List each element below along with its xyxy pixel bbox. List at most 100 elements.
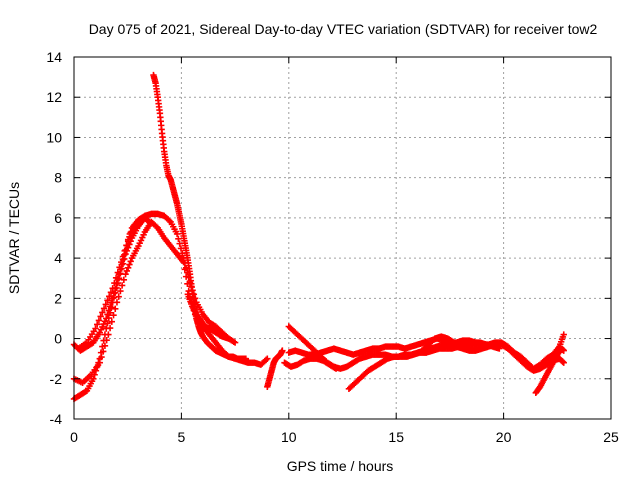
data-point bbox=[110, 312, 117, 319]
data-point bbox=[106, 324, 114, 332]
series-arc-12 bbox=[418, 333, 503, 354]
data-point bbox=[123, 242, 130, 249]
series-arc-6 bbox=[184, 291, 239, 346]
data-point bbox=[118, 258, 125, 266]
data-point bbox=[106, 309, 114, 317]
data-point bbox=[111, 279, 118, 287]
series-arc-11 bbox=[281, 355, 340, 372]
data-point bbox=[102, 301, 109, 308]
data-point bbox=[104, 297, 111, 304]
data-point bbox=[124, 264, 132, 271]
y-tick-label: 12 bbox=[46, 89, 62, 105]
data-point bbox=[107, 289, 115, 296]
x-axis-label: GPS time / hours bbox=[287, 458, 394, 474]
data-point bbox=[114, 269, 122, 276]
data-point bbox=[173, 230, 181, 238]
data-points bbox=[70, 71, 567, 403]
data-point bbox=[175, 235, 182, 243]
data-point bbox=[231, 339, 239, 346]
y-tick-label: 4 bbox=[54, 250, 62, 266]
plot-frame bbox=[73, 56, 612, 420]
data-point bbox=[100, 305, 108, 312]
x-tick-label: 25 bbox=[603, 429, 619, 445]
data-point bbox=[100, 348, 107, 355]
data-point bbox=[496, 345, 503, 352]
chart-title: Day 075 of 2021, Sidereal Day-to-day VTE… bbox=[89, 21, 598, 37]
data-point bbox=[126, 241, 133, 248]
data-point bbox=[90, 375, 97, 382]
data-point bbox=[559, 358, 567, 366]
data-point bbox=[121, 247, 128, 255]
data-point bbox=[104, 320, 111, 327]
x-tick-label: 5 bbox=[178, 429, 186, 445]
series-arc-4 bbox=[75, 218, 142, 352]
data-point bbox=[112, 274, 120, 282]
data-point bbox=[106, 293, 113, 300]
data-point bbox=[332, 365, 340, 372]
data-point bbox=[242, 355, 250, 362]
data-point bbox=[560, 347, 567, 354]
series-arc-7 bbox=[264, 347, 286, 391]
data-point bbox=[110, 294, 118, 301]
data-point bbox=[106, 303, 114, 310]
data-point bbox=[103, 336, 110, 344]
data-point bbox=[108, 304, 115, 311]
data-point bbox=[124, 236, 132, 243]
data-point bbox=[112, 305, 119, 312]
data-point bbox=[264, 355, 271, 362]
y-tick-label: -2 bbox=[50, 371, 63, 387]
data-point bbox=[331, 364, 338, 372]
data-point bbox=[93, 321, 101, 328]
data-point bbox=[117, 287, 124, 295]
data-point bbox=[115, 293, 122, 300]
x-tick-label: 15 bbox=[388, 429, 404, 445]
data-point bbox=[101, 342, 109, 349]
y-tick-label: 6 bbox=[54, 210, 62, 226]
data-point bbox=[166, 217, 173, 224]
data-point bbox=[180, 258, 187, 266]
data-point bbox=[116, 264, 123, 271]
data-point bbox=[123, 267, 131, 275]
data-point bbox=[560, 331, 567, 338]
data-point bbox=[120, 276, 128, 284]
data-point bbox=[182, 273, 190, 280]
series-arc-1 bbox=[70, 210, 232, 354]
data-point bbox=[127, 258, 134, 265]
data-point bbox=[185, 287, 192, 295]
y-axis-label: SDTVAR / TECUs bbox=[6, 182, 22, 294]
y-tick-label: 2 bbox=[54, 290, 62, 306]
data-point bbox=[109, 285, 116, 292]
y-tick-label: -4 bbox=[50, 411, 63, 427]
data-point bbox=[97, 313, 104, 320]
data-point bbox=[96, 359, 103, 366]
data-point bbox=[122, 271, 129, 278]
series-arc-13 bbox=[532, 345, 567, 397]
data-point bbox=[108, 318, 116, 325]
data-point bbox=[153, 223, 160, 230]
axis-ticks: 0 5 10 15 20 25 -4 -2 0 2 4 6 8 10 12 14 bbox=[46, 49, 619, 445]
data-point bbox=[92, 325, 99, 332]
data-point bbox=[230, 338, 238, 345]
y-tick-label: 8 bbox=[54, 170, 62, 186]
x-tick-label: 20 bbox=[496, 429, 512, 445]
x-tick-label: 0 bbox=[70, 429, 78, 445]
data-point bbox=[105, 331, 112, 338]
data-point bbox=[113, 299, 121, 306]
data-point bbox=[135, 218, 142, 226]
data-point bbox=[119, 253, 127, 260]
y-tick-label: 0 bbox=[54, 331, 62, 347]
y-tick-label: 14 bbox=[46, 49, 62, 65]
data-point bbox=[126, 261, 133, 268]
data-point bbox=[181, 266, 189, 273]
data-point bbox=[279, 347, 286, 354]
data-point bbox=[95, 317, 103, 324]
y-tick-label: 10 bbox=[46, 129, 62, 145]
x-tick-label: 10 bbox=[281, 429, 297, 445]
data-point bbox=[105, 314, 112, 322]
data-point bbox=[99, 309, 106, 316]
data-point bbox=[98, 353, 105, 361]
data-point bbox=[118, 282, 126, 289]
data-point bbox=[560, 359, 567, 366]
data-point bbox=[82, 388, 89, 395]
